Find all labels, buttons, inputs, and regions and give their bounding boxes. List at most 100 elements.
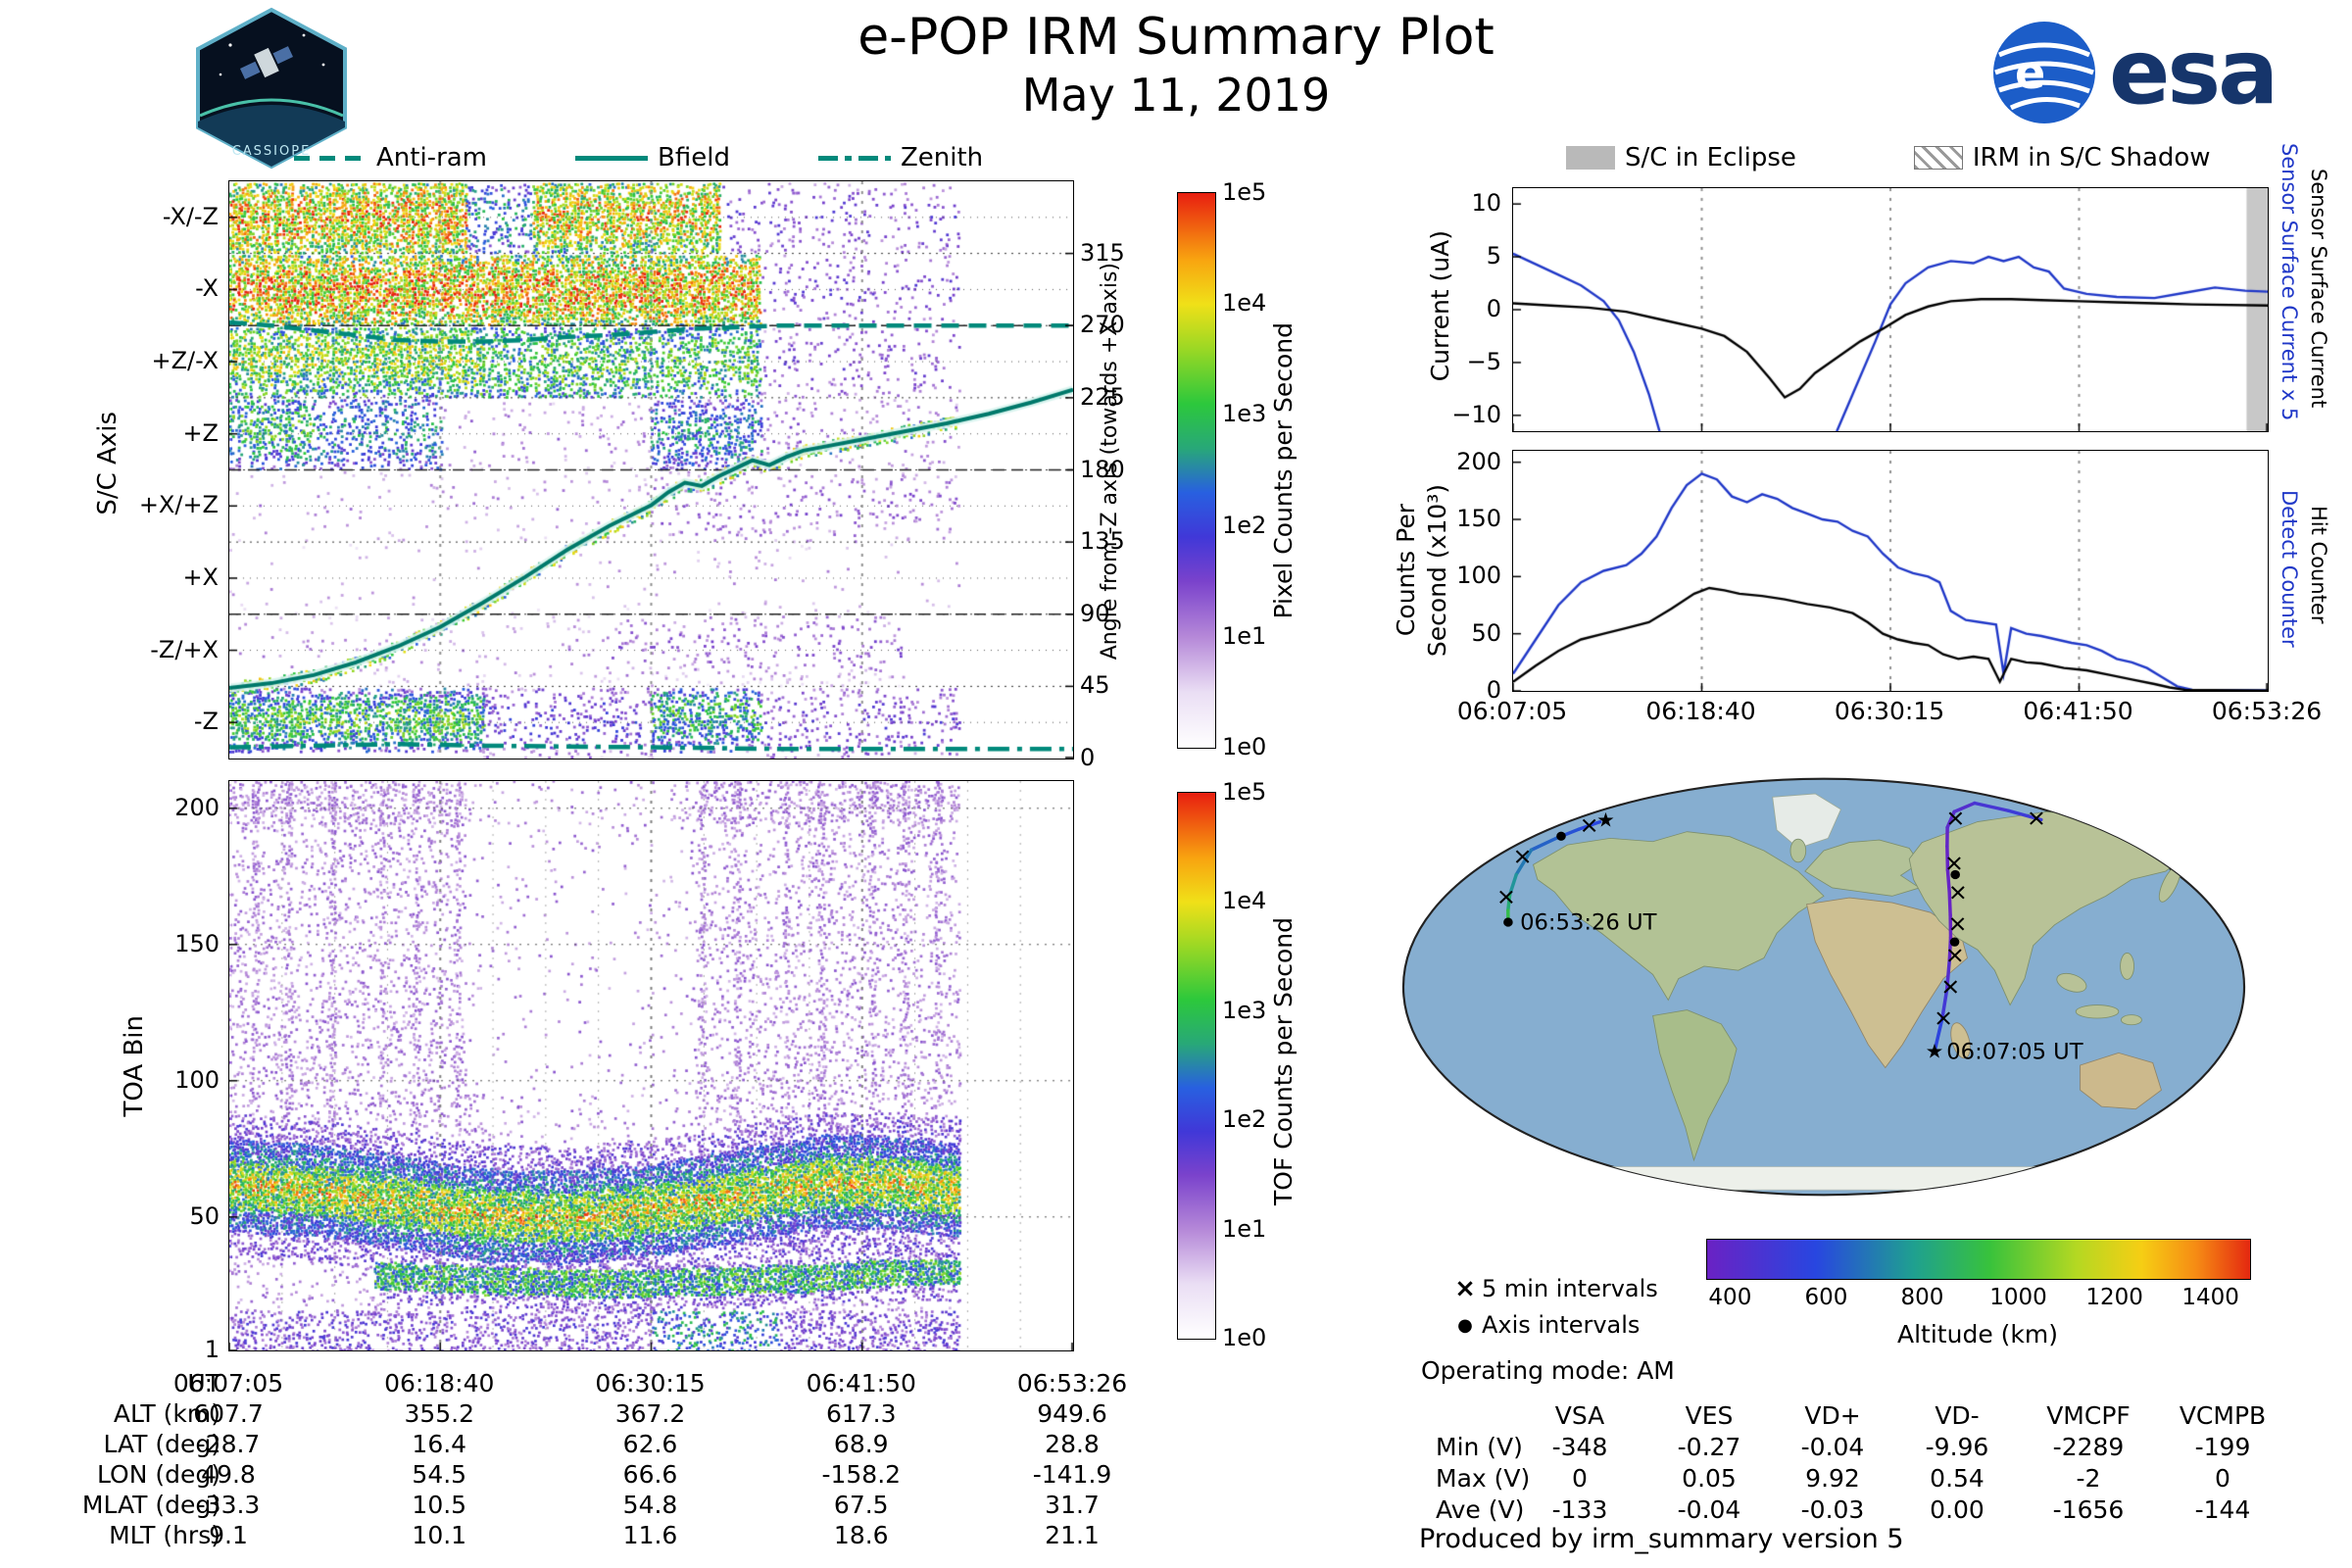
orbit-track-segment [1945,868,1951,895]
counts-ylabel-line1: Counts Per [1392,504,1420,637]
voltage-column-header: VMCPF [2046,1401,2131,1430]
ephemeris-cell: -158.2 [821,1460,902,1489]
toa-tick-label: 200 [174,793,220,821]
sc-axis-row-label: +X/+Z [138,491,219,519]
ephemeris-cell: 31.7 [1045,1491,1100,1519]
colorbar-tick-label: 1e0 [1222,1323,1267,1351]
colorbar-tick-label: 1e1 [1222,621,1267,650]
toa-tick-label: 50 [189,1201,220,1230]
antiram-line-sample [294,155,367,161]
angle-tick-label: 90 [1080,599,1110,627]
altitude-tick-label: 800 [1900,1285,1944,1310]
orbit-track-segment [1945,844,1950,872]
satellite-icon [239,46,294,79]
voltage-cell: -0.27 [1677,1433,1741,1461]
ephemeris-cell: 949.6 [1037,1399,1107,1428]
shadow-swatch [1913,146,1963,170]
voltage-cell: -144 [2194,1495,2251,1524]
esa-logo: e esa [1989,18,2278,127]
angle-tick-label: 135 [1080,526,1125,555]
colorbar-tick-label: 1e5 [1222,777,1267,806]
altitude-tick-label: 600 [1804,1285,1848,1310]
ephemeris-cell: 62.6 [622,1430,678,1458]
current-ytick-label: 5 [1486,241,1501,270]
star-marker: ★ [1926,1040,1944,1063]
bfield-line-sample [575,155,649,161]
ephemeris-cell: -28.7 [196,1430,261,1458]
toa-tick-label: 1 [204,1335,220,1363]
altitude-tick-label: 1000 [1989,1285,2047,1310]
voltage-cell: 0.05 [1682,1464,1737,1493]
voltage-cell: -0.04 [1800,1433,1865,1461]
time-xtick-label: 06:53:26 [2211,697,2323,725]
voltage-cell: -133 [1551,1495,1608,1524]
svg-text:e: e [2015,46,2045,99]
legend-label: Zenith [900,143,984,172]
orbit-track-segment [1947,891,1952,917]
counts-plot [1512,450,2269,692]
sc-axis-row-label: -Z [193,707,219,735]
voltage-cell: -348 [1551,1433,1608,1461]
zenith-line-sample [817,155,891,161]
five-min-cross-marker [1499,890,1513,904]
sc-axis-row-label: -X/-Z [162,202,219,230]
ephemeris-cell: 21.1 [1045,1521,1100,1549]
ephemeris-cell: 10.5 [412,1491,467,1519]
eclipse-swatch [1566,146,1615,170]
map-annotations: 06:07:05 UT 06:53:26 UT [1520,910,2083,1064]
five-min-cross-marker [1947,857,1961,870]
orbit-track-segment [1973,801,2011,812]
five-min-cross-marker [1950,917,1965,931]
voltage-cell: 9.92 [1805,1464,1860,1493]
spectrogram-legend: Anti-ram Bfield Zenith [294,143,983,172]
axis-interval-dot-marker [1950,869,1960,880]
footer-text: Produced by irm_summary version 5 [1419,1524,1904,1554]
ephemeris-row-label: MLAT (deg) [81,1491,220,1519]
ephemeris-row-label: LAT (deg) [103,1430,220,1458]
page-title: e-POP IRM Summary Plot [858,8,1494,67]
ephemeris-cell: 66.6 [622,1460,678,1489]
five-min-cross-marker [1947,949,1962,962]
orbit-track-layer: ★★ [1499,801,2043,1063]
voltage-cell: 0.54 [1930,1464,1984,1493]
time-xtick-label: 06:41:50 [2023,697,2133,725]
pixel-colorbar-label: Pixel Counts per Second [1269,322,1298,619]
orbit-track-segment [1933,1016,1944,1054]
ephemeris-cell: 68.9 [833,1430,889,1458]
voltage-column-header: VCMPB [2179,1401,2267,1430]
current-plot [1512,187,2269,432]
axis-interval-dot-marker [1503,917,1513,927]
ephemeris-cell: 49.8 [201,1460,256,1489]
five-min-cross-marker [1936,1011,1950,1025]
legend-item-bfield: Bfield [575,143,730,172]
toa-tick-label: 100 [174,1065,220,1094]
colorbar-tick-label: 1e4 [1222,288,1267,317]
time-xtick-label: 06:30:15 [1834,697,1945,725]
voltage-cell: -2289 [2052,1433,2125,1461]
altitude-colorbar [1706,1239,2251,1280]
sc-axis-spectrogram [228,180,1074,760]
ephemeris-row-label: MLT (hrs) [109,1521,220,1549]
ephemeris-row-label: UT [187,1369,220,1397]
current-ytick-label: −5 [1466,347,1501,375]
voltage-row-label: Ave (V) [1436,1495,1525,1524]
voltage-column-header: VSA [1554,1401,1605,1430]
colorbar-tick-label: 1e4 [1222,887,1267,915]
ephemeris-row-label: ALT (km) [113,1399,220,1428]
altitude-tick-label: 1400 [2181,1285,2239,1310]
colorbar-tick-label: 1e1 [1222,1214,1267,1243]
hit-counter-label: Hit Counter [2307,506,2330,624]
dot-marker-icon: ● [1457,1314,1473,1336]
legend-label: Anti-ram [376,143,488,172]
sensor-current-label: Sensor Surface Current [2307,169,2330,409]
cassiope-badge-graphic: CASSIOPE [196,7,347,170]
counts-ytick-label: 200 [1456,447,1501,475]
orbit-track-segment [1945,809,1956,830]
ephemeris-cell: 607.7 [193,1399,264,1428]
tof-counts-colorbar [1177,792,1216,1340]
ephemeris-cell: 67.5 [833,1491,889,1519]
sc-axis-row-label: +X [182,563,219,591]
counts-ytick-label: 150 [1456,504,1501,532]
five-min-cross-marker [1948,811,1963,825]
